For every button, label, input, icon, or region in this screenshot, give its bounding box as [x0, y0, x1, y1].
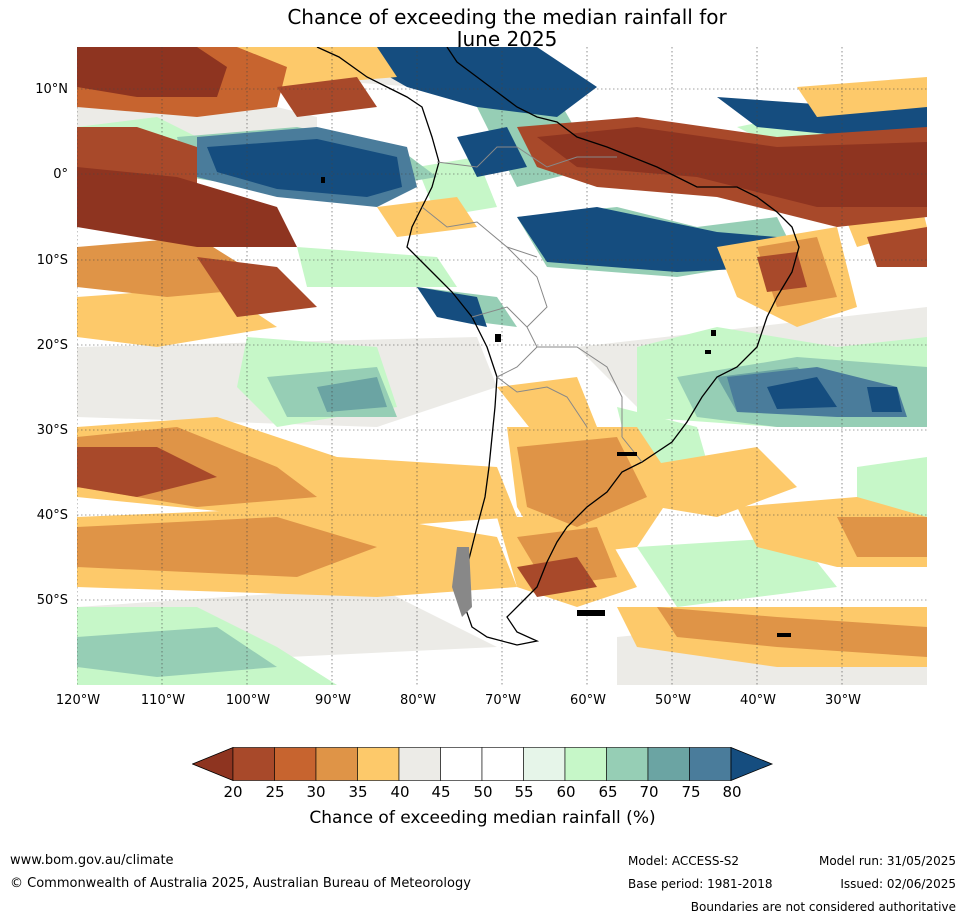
map-title-line2: June 2025	[456, 27, 558, 51]
colorbar-label: Chance of exceeding median rainfall (%)	[309, 808, 656, 828]
footer-copyright: © Commonwealth of Australia 2025, Austra…	[10, 876, 471, 891]
colorbar-tick: 75	[681, 783, 701, 801]
map-gridlines	[77, 47, 927, 685]
lon-label-60w: 60°W	[570, 693, 606, 708]
lon-label-90w: 90°W	[315, 693, 351, 708]
colorbar-tick: 70	[639, 783, 659, 801]
lat-label-20s: 20°S	[36, 338, 68, 353]
colorbar-swatch	[398, 747, 441, 781]
lat-label-30s: 30°S	[36, 423, 68, 438]
colorbar-extension-low	[191, 746, 234, 782]
footer-model: Model: ACCESS-S2	[628, 854, 740, 868]
colorbar-swatch	[606, 747, 649, 781]
lon-label-50w: 50°W	[655, 693, 691, 708]
colorbar-tick: 40	[390, 783, 410, 801]
lon-label-40w: 40°W	[740, 693, 776, 708]
lat-label-10n: 10°N	[35, 82, 68, 97]
colorbar-tick: 55	[514, 783, 534, 801]
footer-base-period: Base period: 1981-2018	[628, 877, 773, 891]
rainfall-map	[77, 47, 927, 685]
lat-label-40s: 40°S	[36, 508, 68, 523]
colorbar-swatch	[315, 747, 358, 781]
lon-label-70w: 70°W	[485, 693, 521, 708]
footer-disclaimer: Boundaries are not considered authoritat…	[690, 900, 956, 914]
colorbar-swatches	[191, 746, 774, 782]
lat-label-10s: 10°S	[36, 253, 68, 268]
lon-label-30w: 30°W	[825, 693, 861, 708]
footer-model-run: Model run: 31/05/2025	[818, 854, 956, 868]
colorbar-swatch	[564, 747, 607, 781]
map-title-line1: Chance of exceeding the median rainfall …	[287, 5, 727, 29]
lat-label-0: 0°	[53, 167, 68, 182]
rainfall-patches	[77, 47, 927, 685]
colorbar-tick: 80	[722, 783, 742, 801]
lon-label-120w: 120°W	[55, 693, 101, 708]
colorbar-tick: 30	[306, 783, 326, 801]
colorbar-swatch	[232, 747, 275, 781]
lon-label-80w: 80°W	[400, 693, 436, 708]
footer-issued: Issued: 02/06/2025	[840, 877, 956, 891]
colorbar-swatch	[689, 747, 732, 781]
colorbar-tick: 35	[348, 783, 368, 801]
colorbar-swatch	[357, 747, 400, 781]
colorbar-swatch	[481, 747, 524, 781]
colorbar-swatch	[440, 747, 483, 781]
patagonia-ice	[452, 547, 472, 617]
lat-label-50s: 50°S	[36, 593, 68, 608]
colorbar-tick: 45	[431, 783, 451, 801]
colorbar-extension-high	[730, 746, 774, 782]
colorbar	[191, 746, 774, 782]
islands	[321, 177, 791, 637]
lon-label-100w: 100°W	[225, 693, 271, 708]
lon-label-110w: 110°W	[140, 693, 186, 708]
colorbar-tick: 60	[556, 783, 576, 801]
footer-website: www.bom.gov.au/climate	[10, 853, 174, 868]
colorbar-tick: 25	[265, 783, 285, 801]
south-america-coastline	[316, 47, 800, 646]
colorbar-swatch	[647, 747, 690, 781]
colorbar-tick: 20	[223, 783, 243, 801]
colorbar-swatch	[523, 747, 566, 781]
colorbar-tick: 65	[598, 783, 618, 801]
colorbar-tick: 50	[473, 783, 493, 801]
rainfall-map-canvas	[77, 47, 927, 685]
colorbar-swatch	[274, 747, 317, 781]
country-borders	[421, 146, 643, 463]
